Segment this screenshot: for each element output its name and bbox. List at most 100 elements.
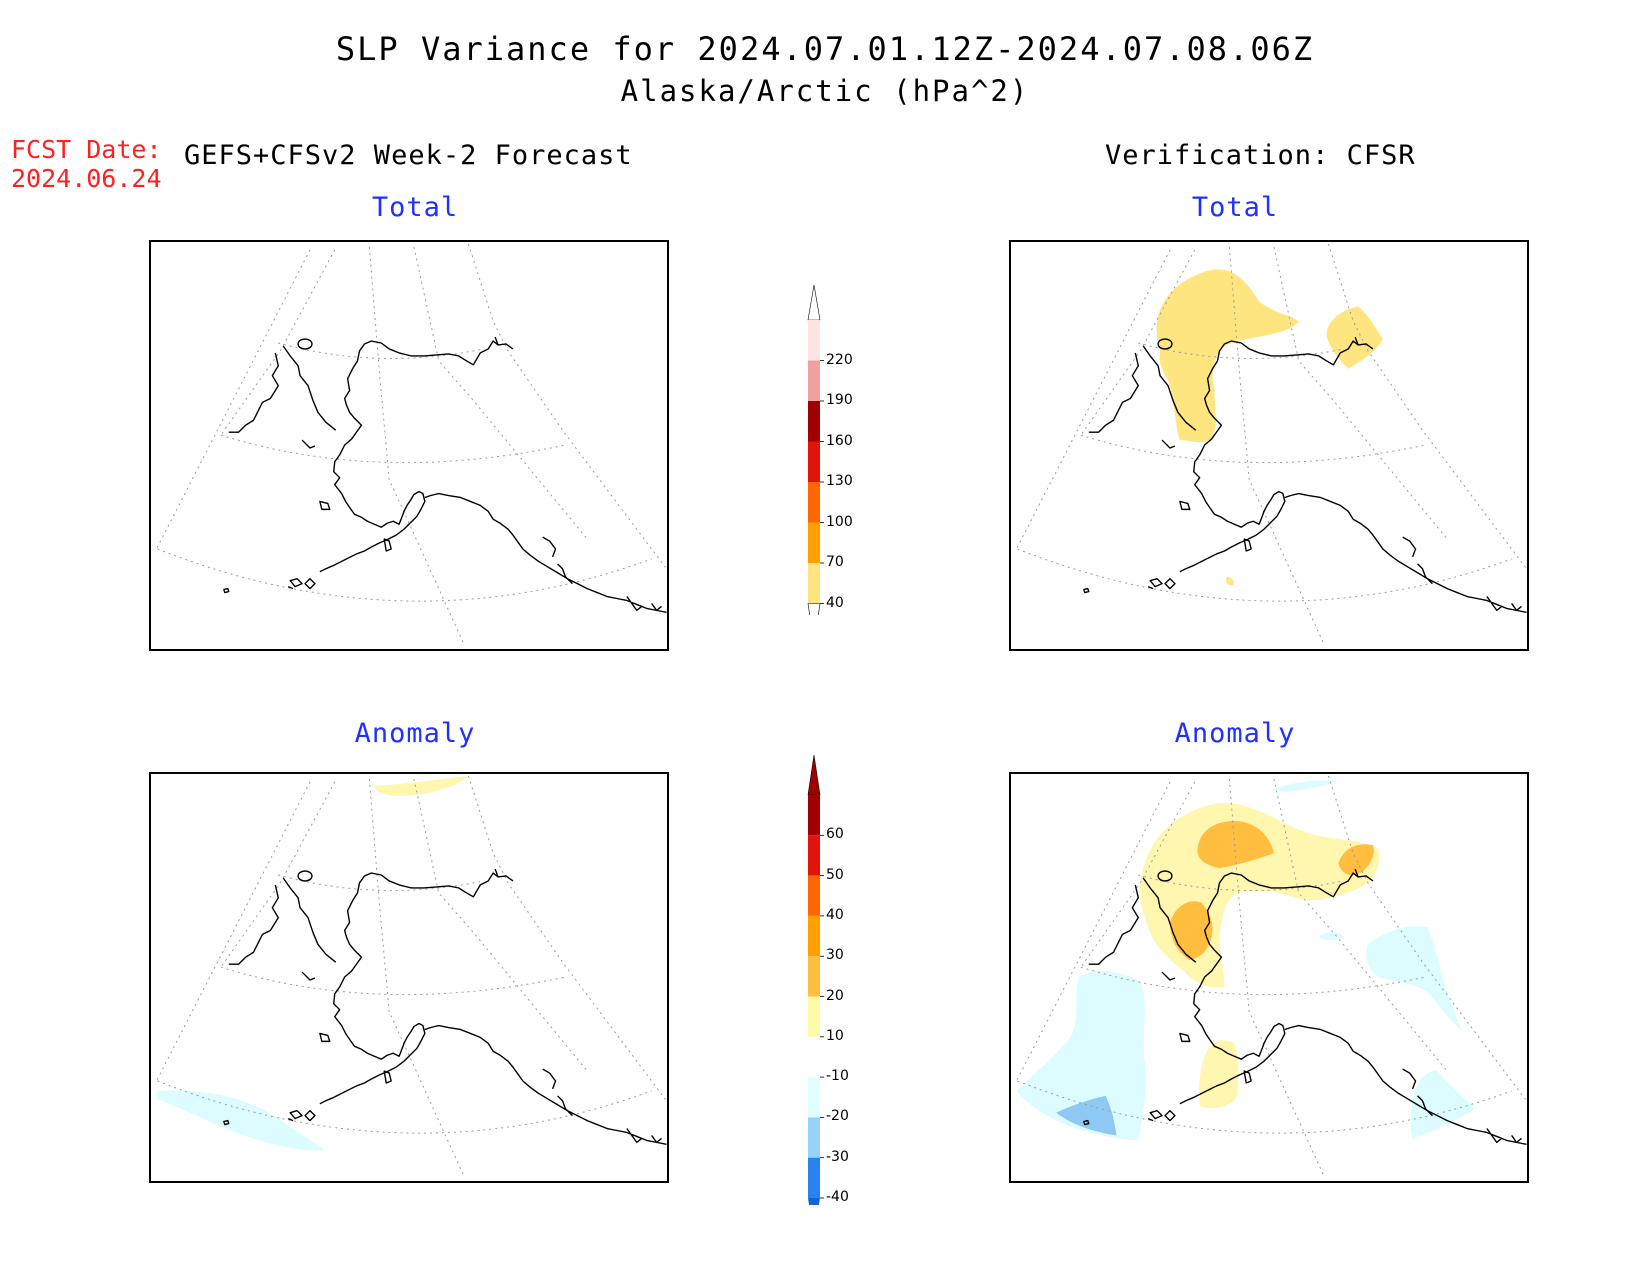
graticule-line xyxy=(413,778,588,1072)
forecast-heading: GEFS+CFSv2 Week-2 Forecast xyxy=(184,140,633,171)
colorbar-label: -30 xyxy=(826,1148,849,1165)
graticule xyxy=(1016,243,1527,644)
colorbar-label: 20 xyxy=(826,987,844,1004)
coastline-path xyxy=(1083,868,1527,1146)
colorbar-top-arrow xyxy=(807,285,821,321)
ver-anomaly-map xyxy=(1009,772,1529,1183)
colorbar-segment xyxy=(808,1157,820,1198)
colorbar-label: 40 xyxy=(826,594,844,611)
fcst-total-svg xyxy=(156,243,667,644)
contour-40-70-south xyxy=(1225,576,1234,586)
graticule-line xyxy=(1080,781,1196,968)
coastline xyxy=(223,868,667,1146)
colorbar-segment xyxy=(808,1117,820,1158)
colorbar-label: -20 xyxy=(826,1108,849,1125)
graticule-line xyxy=(413,246,588,540)
fcst-total-title: Total xyxy=(371,192,459,223)
coastline-path xyxy=(223,336,667,614)
graticule-line xyxy=(1273,246,1448,540)
graticule-line xyxy=(368,246,464,644)
contour-10-20-south xyxy=(1198,1040,1239,1109)
graticule-line xyxy=(1228,246,1324,644)
colorbar-bottom-arrow xyxy=(808,1198,820,1205)
map-title: SLP Variance for 2024.07.01.12Z-2024.07.… xyxy=(335,30,1315,68)
graticule-line xyxy=(220,781,336,968)
anomaly-colorbar: 60 50 40 30 20 10 -10 -20 -30 -40 xyxy=(800,755,920,1205)
graticule-line xyxy=(220,966,566,996)
colorbar-segment xyxy=(808,835,820,876)
total-colorbar-svg xyxy=(807,285,824,615)
graticule-line xyxy=(1017,548,1512,602)
coastline xyxy=(1083,336,1527,614)
graticule-line xyxy=(368,778,464,1176)
ver-anomaly-title: Anomaly xyxy=(1174,718,1296,749)
anomaly-colorbar-svg xyxy=(807,755,824,1205)
contour-10-20-north xyxy=(374,775,469,796)
contour-minus10-minus20-small xyxy=(1318,931,1344,941)
graticule-line xyxy=(1080,966,1426,996)
colorbar-label: 10 xyxy=(826,1027,844,1044)
graticule-line xyxy=(1327,775,1527,1102)
fcst-anomaly-svg xyxy=(156,775,667,1176)
colorbar-segment xyxy=(808,401,820,442)
colorbar-label: 190 xyxy=(826,392,853,408)
fcst-total-map xyxy=(149,240,669,651)
contour-minus10-minus20-southeast xyxy=(1410,1070,1475,1139)
coastline xyxy=(223,336,667,614)
colorbar-label: 50 xyxy=(826,866,844,883)
coastline-path xyxy=(223,868,667,1146)
colorbar-label: -40 xyxy=(826,1189,849,1205)
colorbar-segment xyxy=(808,1077,820,1118)
contour-minus10-minus20-east xyxy=(1366,926,1463,1032)
coastline-path xyxy=(1083,336,1527,614)
contour-20-30-northeast xyxy=(1338,844,1374,875)
ver-total-shading xyxy=(1156,269,1383,586)
graticule-line xyxy=(1016,781,1171,1082)
colorbar-segment xyxy=(808,795,820,836)
graticule-line xyxy=(220,249,336,436)
graticule-line xyxy=(1273,778,1448,1072)
graticule-line xyxy=(1228,778,1324,1176)
colorbar-segment xyxy=(808,441,820,482)
ver-anomaly-shading xyxy=(1016,780,1475,1141)
fcst-anomaly-map xyxy=(149,772,669,1183)
colorbar-label: 130 xyxy=(826,473,853,489)
colorbar-label: 220 xyxy=(826,351,853,368)
colorbar-top-arrow xyxy=(807,755,821,796)
graticule xyxy=(156,243,667,644)
colorbar-label: 60 xyxy=(826,826,844,843)
graticule-line xyxy=(1080,249,1196,436)
ver-total-title: Total xyxy=(1191,192,1279,223)
contour-40-70-north xyxy=(1156,269,1299,443)
fcst-anomaly-shading xyxy=(156,775,469,1151)
graticule-line xyxy=(1017,1080,1512,1134)
fcst-date-value: 2024.06.24 xyxy=(11,164,162,193)
colorbar-segment xyxy=(808,996,820,1037)
colorbar-label: 30 xyxy=(826,947,844,964)
map-subtitle: Alaska/Arctic (hPa^2) xyxy=(620,74,1030,108)
contour-minus10-minus20-north xyxy=(1273,780,1339,792)
contour-20-30-north xyxy=(1197,821,1274,869)
graticule-line xyxy=(156,249,311,550)
graticule-line xyxy=(278,342,484,359)
graticule-line xyxy=(220,434,566,464)
graticule-line xyxy=(1080,434,1426,464)
ver-anomaly-svg xyxy=(1016,775,1527,1176)
ver-total-map xyxy=(1009,240,1529,651)
graticule-line xyxy=(1327,243,1527,570)
colorbar-segment xyxy=(808,956,820,997)
colorbar-bottom-arrow xyxy=(807,603,821,615)
graticule-line xyxy=(467,775,667,1102)
colorbar-segment xyxy=(808,360,820,401)
colorbar-segment xyxy=(808,482,820,523)
colorbar-segment xyxy=(808,1036,820,1078)
graticule-line xyxy=(157,548,652,602)
verification-heading: Verification: CFSR xyxy=(1105,140,1416,171)
colorbar-label: -10 xyxy=(826,1068,849,1085)
graticule-line xyxy=(467,243,667,570)
colorbar-segment xyxy=(808,522,820,563)
contour-minus10-minus20-southwest xyxy=(1016,971,1147,1141)
colorbar-label: 100 xyxy=(826,513,853,530)
colorbar-label: 160 xyxy=(826,432,853,449)
fcst-date-block: FCST Date: 2024.06.24 xyxy=(11,135,162,193)
